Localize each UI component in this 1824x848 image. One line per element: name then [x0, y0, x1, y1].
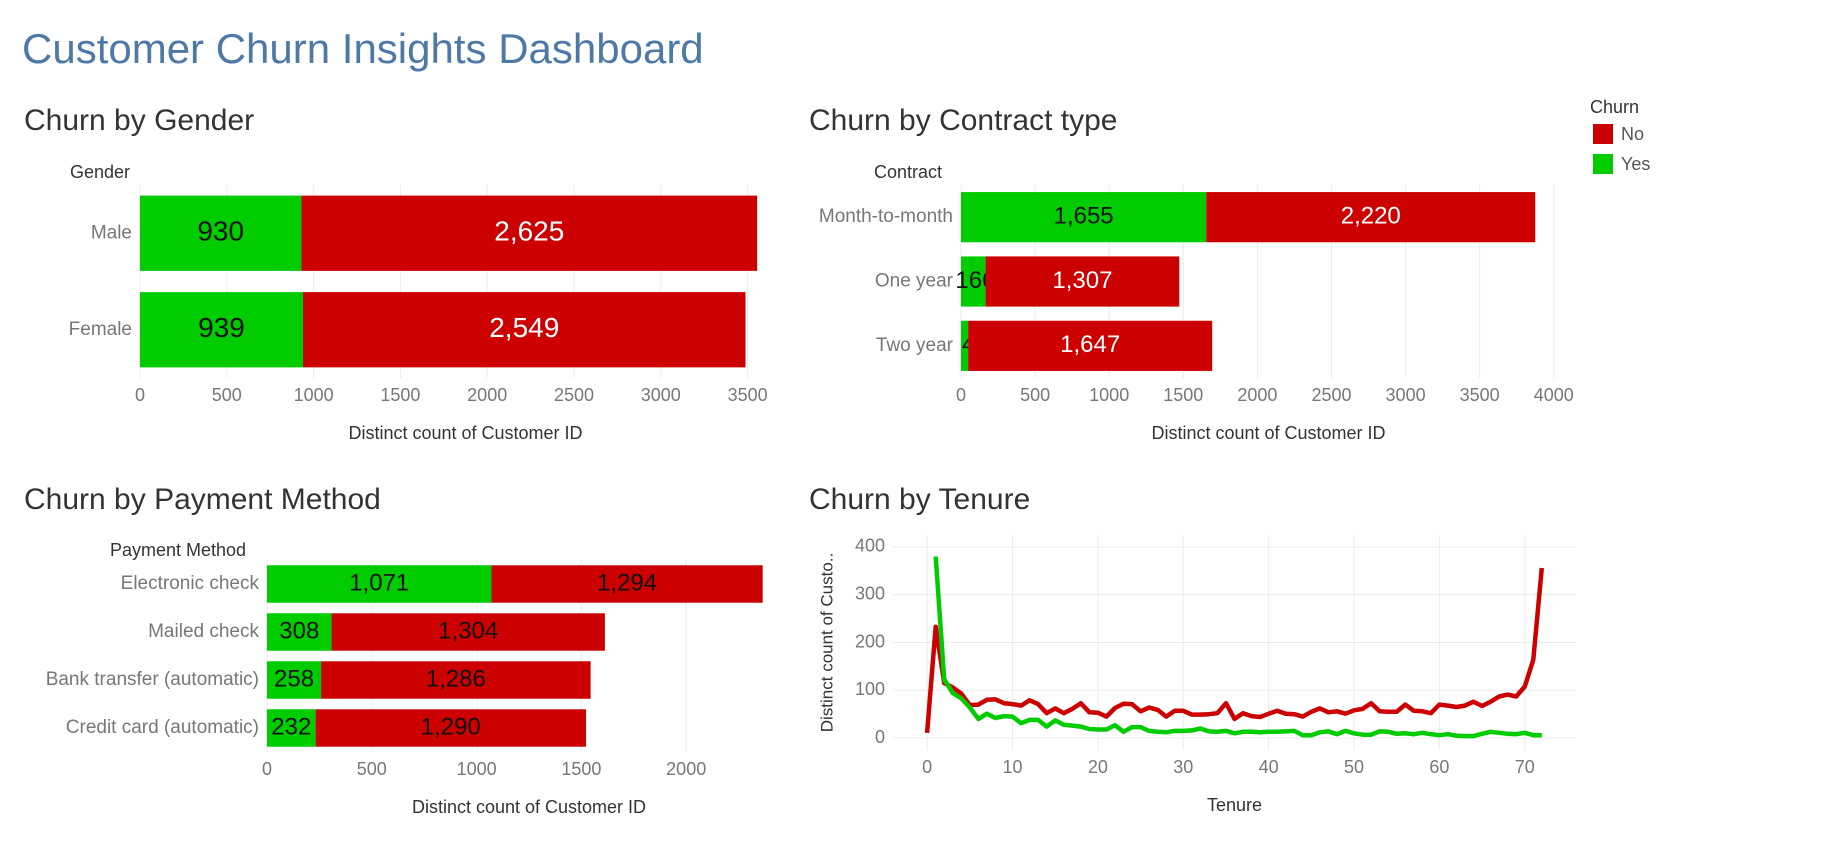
value-label: 1,304	[438, 617, 498, 644]
x-tick-label: 3500	[728, 385, 768, 405]
line-series	[933, 556, 1542, 739]
x-tick-label: 4000	[1534, 385, 1574, 405]
chart-title: Churn by Tenure	[809, 483, 1030, 516]
y-axis-title: Distinct count of Custo..	[817, 553, 836, 733]
bar-segment	[961, 256, 986, 307]
value-label: 232	[271, 713, 311, 740]
value-label: 1,286	[426, 665, 486, 692]
bar-segment	[315, 709, 587, 747]
bar-segment	[321, 661, 591, 699]
legend-swatch	[1593, 154, 1613, 174]
x-tick-label: 60	[1429, 757, 1449, 777]
bar-segment	[968, 320, 1213, 371]
legend-title: Churn	[1590, 97, 1639, 117]
value-label: 1,647	[1060, 331, 1120, 358]
y-tick-label: 400	[855, 536, 885, 556]
bar-segment	[140, 292, 304, 368]
category-axis-title: Payment Method	[110, 540, 246, 560]
line-series	[924, 567, 1545, 733]
category-label: Two year	[876, 335, 954, 356]
value-label: 2,549	[489, 312, 559, 343]
bar-segment	[985, 256, 1180, 307]
chart-title: Churn by Payment Method	[24, 483, 381, 516]
category-label: Month-to-month	[819, 206, 953, 227]
category-label: One year	[875, 271, 954, 292]
x-tick-label: 2000	[1237, 385, 1277, 405]
category-label: Bank transfer (automatic)	[46, 669, 259, 690]
bar-segment	[267, 565, 492, 603]
value-label: 930	[197, 216, 244, 247]
category-label: Electronic check	[121, 573, 260, 594]
x-tick-label: 0	[262, 759, 272, 779]
bar-segment	[267, 709, 316, 747]
value-label: 2,220	[1341, 203, 1401, 230]
chart-title: Churn by Gender	[24, 104, 254, 137]
bar-segment	[1206, 192, 1536, 243]
bar-segment	[267, 661, 322, 699]
x-axis-title: Distinct count of Customer ID	[412, 797, 646, 817]
bar-segment	[140, 195, 302, 271]
x-tick-label: 70	[1515, 757, 1535, 777]
legend-label: No	[1621, 124, 1644, 144]
x-tick-label: 2000	[666, 759, 706, 779]
x-tick-label: 20	[1088, 757, 1108, 777]
x-tick-label: 2000	[467, 385, 507, 405]
x-tick-label: 2500	[554, 385, 594, 405]
bar-segment	[267, 613, 332, 651]
bar-segment	[961, 320, 969, 371]
value-label: 1,307	[1052, 267, 1112, 294]
bar-segment	[331, 613, 605, 651]
value-label: 308	[279, 617, 319, 644]
category-label: Male	[91, 222, 132, 243]
x-tick-label: 3000	[1386, 385, 1426, 405]
x-axis-title: Tenure	[1207, 795, 1262, 815]
x-tick-label: 1000	[1089, 385, 1129, 405]
x-tick-label: 30	[1173, 757, 1193, 777]
value-label: 258	[274, 665, 314, 692]
y-tick-label: 300	[855, 583, 885, 603]
x-tick-label: 1000	[457, 759, 497, 779]
x-tick-label: 1500	[380, 385, 420, 405]
x-tick-label: 500	[212, 385, 242, 405]
chart-title: Churn by Contract type	[809, 104, 1117, 137]
x-axis-title: Distinct count of Customer ID	[348, 423, 582, 443]
x-tick-label: 0	[922, 757, 932, 777]
category-axis-title: Contract	[874, 162, 942, 182]
category-label: Female	[69, 319, 132, 340]
category-axis-title: Gender	[70, 162, 130, 182]
category-label: Credit card (automatic)	[66, 717, 259, 738]
x-tick-label: 500	[1020, 385, 1050, 405]
bar-segment	[961, 192, 1207, 243]
value-label: 2,625	[494, 216, 564, 247]
x-tick-label: 40	[1259, 757, 1279, 777]
x-tick-label: 10	[1003, 757, 1023, 777]
x-tick-label: 0	[956, 385, 966, 405]
x-tick-label: 2500	[1311, 385, 1351, 405]
x-tick-label: 3500	[1460, 385, 1500, 405]
x-tick-label: 1500	[1163, 385, 1203, 405]
y-tick-label: 0	[875, 727, 885, 747]
x-axis-title: Distinct count of Customer ID	[1151, 423, 1385, 443]
x-tick-label: 50	[1344, 757, 1364, 777]
bar-segment	[301, 195, 758, 271]
legend-swatch	[1593, 124, 1613, 144]
value-label: 1,071	[349, 569, 409, 596]
bar-segment	[303, 292, 746, 368]
dashboard-title: Customer Churn Insights Dashboard	[22, 25, 704, 72]
y-tick-label: 200	[855, 631, 885, 651]
value-label: 1,294	[597, 569, 657, 596]
legend-label: Yes	[1621, 154, 1650, 174]
category-label: Mailed check	[148, 621, 259, 642]
x-tick-label: 1000	[294, 385, 334, 405]
value-label: 1,290	[421, 713, 481, 740]
bar-segment	[491, 565, 763, 603]
x-tick-label: 500	[357, 759, 387, 779]
value-label: 1,655	[1054, 203, 1114, 230]
x-tick-label: 0	[135, 385, 145, 405]
x-tick-label: 3000	[641, 385, 681, 405]
value-label: 939	[198, 312, 245, 343]
x-tick-label: 1500	[561, 759, 601, 779]
y-tick-label: 100	[855, 679, 885, 699]
